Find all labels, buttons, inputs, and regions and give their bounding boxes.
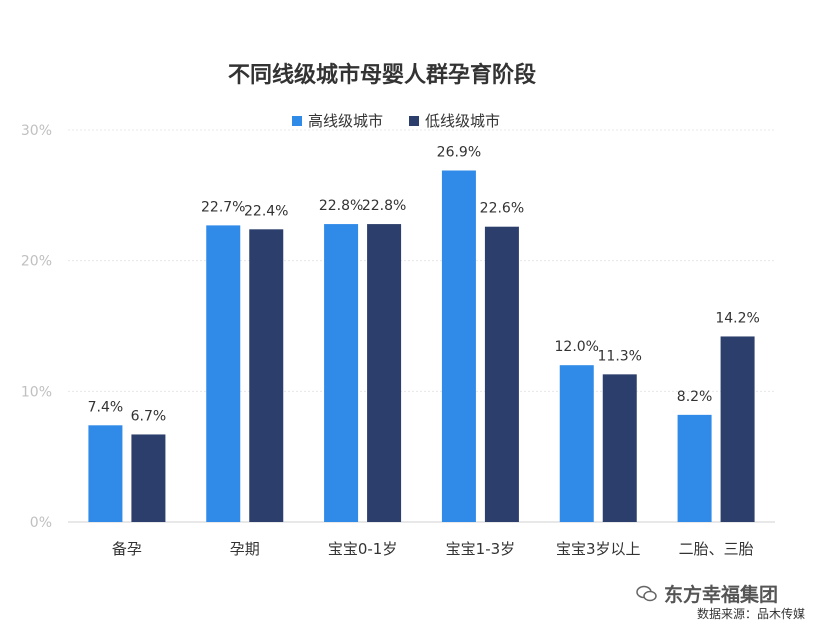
bar: [559, 365, 594, 522]
legend-swatch-low-tier: [409, 115, 420, 126]
data-label: 22.6%: [480, 201, 524, 217]
x-tick-label: 二胎、三胎: [679, 540, 754, 558]
bar: [249, 229, 284, 522]
y-tick-label: 20%: [21, 254, 52, 270]
bar: [88, 425, 123, 522]
bar: [720, 336, 755, 522]
x-tick-label: 备孕: [112, 540, 142, 558]
watermark-text: 东方幸福集团: [664, 584, 779, 606]
bar: [602, 374, 637, 522]
data-label: 11.3%: [598, 348, 642, 364]
data-source: 数据来源：品木传媒: [696, 607, 805, 621]
data-label: 22.8%: [362, 198, 406, 214]
data-label: 22.8%: [319, 198, 363, 214]
bar: [131, 434, 166, 522]
legend-label-high-tier: 高线级城市: [308, 112, 384, 130]
data-label: 14.2%: [715, 310, 759, 326]
y-tick-label: 10%: [21, 384, 52, 400]
bar: [484, 226, 519, 522]
x-tick-label: 宝宝1-3岁: [446, 540, 516, 558]
data-label: 8.2%: [677, 389, 713, 405]
bar: [324, 224, 359, 522]
bar: [677, 414, 712, 522]
legend-label-low-tier: 低线级城市: [425, 112, 501, 130]
data-label: 12.0%: [555, 339, 599, 355]
data-label: 7.4%: [88, 399, 124, 415]
data-label: 22.4%: [244, 203, 288, 219]
data-label: 26.9%: [437, 145, 481, 161]
bar: [206, 225, 241, 523]
data-label: 22.7%: [201, 199, 245, 215]
x-tick-label: 宝宝3岁以上: [556, 540, 641, 558]
y-tick-label: 30%: [21, 123, 52, 139]
y-tick-label: 0%: [30, 515, 52, 531]
x-tick-label: 孕期: [230, 540, 260, 558]
legend: 高线级城市 低线级城市: [292, 110, 500, 131]
x-tick-label: 宝宝0-1岁: [328, 540, 398, 558]
chart-title: 不同线级城市母婴人群孕育阶段: [228, 62, 537, 88]
watermark: 东方幸福集团: [636, 580, 778, 607]
legend-item-high-tier: 高线级城市: [292, 110, 383, 131]
bar: [367, 224, 402, 522]
legend-item-low-tier: 低线级城市: [409, 110, 500, 131]
data-label: 6.7%: [131, 408, 167, 424]
legend-swatch-high-tier: [292, 115, 302, 126]
bar: [441, 170, 476, 523]
wechat-icon: [636, 585, 658, 603]
